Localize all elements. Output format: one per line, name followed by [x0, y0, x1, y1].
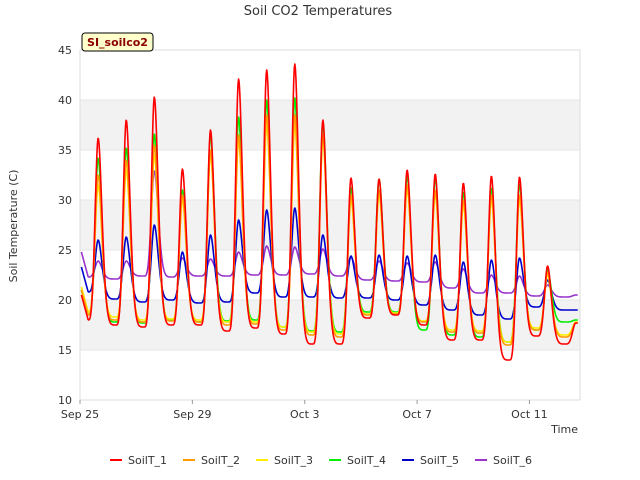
x-tick-label: Sep 29 — [173, 408, 211, 421]
series-line-soilt-1 — [80, 63, 578, 361]
y-tick-label: 20 — [58, 294, 72, 307]
site-badge: SI_soilco2 — [81, 32, 154, 52]
legend-label: SoilT_5 — [420, 454, 459, 467]
legend: SoilT_1 SoilT_2 SoilT_3 SoilT_4 SoilT_5 SoilT… — [110, 454, 532, 467]
x-tick-label: Sep 25 — [61, 408, 99, 421]
legend-label: SoilT_4 — [347, 454, 386, 467]
grid-band — [80, 200, 580, 250]
x-tick-label: Oct 3 — [290, 408, 320, 421]
y-axis-label: Soil Temperature (C) — [7, 170, 20, 283]
legend-label: SoilT_1 — [128, 454, 167, 467]
series-lines — [80, 63, 578, 361]
y-tick-label: 30 — [58, 194, 72, 207]
legend-label: SoilT_6 — [493, 454, 532, 467]
plot-area-frame — [79, 49, 581, 401]
y-tick-label: 45 — [58, 44, 72, 57]
x-axis-ticks: Sep 25 Sep 29 Oct 3 Oct 7 Oct 11 — [61, 400, 548, 421]
x-tick-label: Oct 7 — [402, 408, 432, 421]
chart-title: Soil CO2 Temperatures — [244, 4, 393, 19]
grid-band — [80, 100, 580, 150]
y-tick-label: 15 — [58, 344, 72, 357]
y-axis-ticks: 10 15 20 25 30 35 40 45 — [58, 44, 72, 407]
x-axis-label: Time — [550, 423, 578, 436]
y-tick-label: 25 — [58, 244, 72, 257]
y-tick-label: 10 — [58, 394, 72, 407]
legend-label: SoilT_2 — [201, 454, 240, 467]
x-tick-label: Oct 11 — [511, 408, 548, 421]
y-tick-label: 35 — [58, 144, 72, 157]
legend-label: SoilT_3 — [274, 454, 313, 467]
y-tick-label: 40 — [58, 94, 72, 107]
site-badge-label: SI_soilco2 — [87, 36, 148, 49]
